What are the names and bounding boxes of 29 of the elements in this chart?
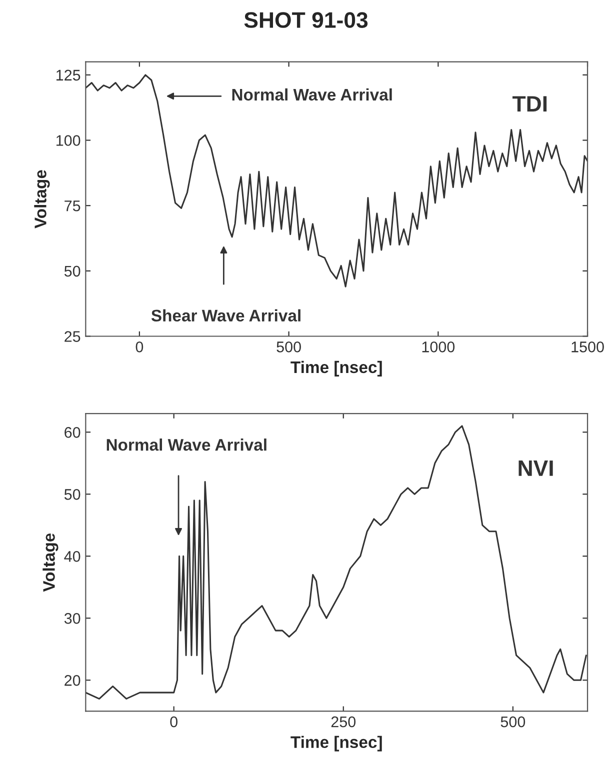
line-series [86, 74, 588, 288]
annotation: Normal Wave Arrival [232, 88, 392, 101]
x-tick-label: 0 [170, 716, 178, 728]
x-tick-label: 500 [500, 716, 526, 728]
y-tick-label: 60 [64, 427, 80, 438]
annotation: TDI [512, 96, 547, 112]
y-tick-label: 25 [64, 331, 80, 342]
x-tick-label: 1000 [422, 342, 455, 352]
x-tick-label: 0 [136, 342, 144, 352]
y-tick-label: 75 [64, 200, 80, 212]
line-series [86, 425, 587, 700]
y-tick-label: 50 [64, 266, 80, 277]
y-tick-label: 30 [64, 613, 80, 624]
x-tick-label: 1500 [572, 342, 604, 352]
x-tick-label: 500 [276, 342, 301, 352]
annotation: Normal Wave Arrival [106, 438, 266, 451]
chart-title: SHOT 91-03 [244, 12, 368, 28]
y-tick-label: 100 [56, 135, 80, 146]
x-axis-title: Time [nsec] [290, 736, 382, 752]
y-axis-title: Voltage [42, 533, 58, 592]
x-axis-title: Time [nsec] [290, 360, 382, 376]
annotation: NVI [518, 460, 553, 476]
annotation: Shear Wave Arrival [151, 309, 300, 322]
y-tick-label: 40 [64, 551, 80, 562]
x-tick-label: 250 [331, 716, 356, 728]
y-tick-label: 125 [56, 70, 80, 81]
y-tick-label: 50 [64, 489, 80, 500]
y-tick-label: 20 [64, 675, 80, 686]
y-axis-title: Voltage [34, 170, 50, 228]
